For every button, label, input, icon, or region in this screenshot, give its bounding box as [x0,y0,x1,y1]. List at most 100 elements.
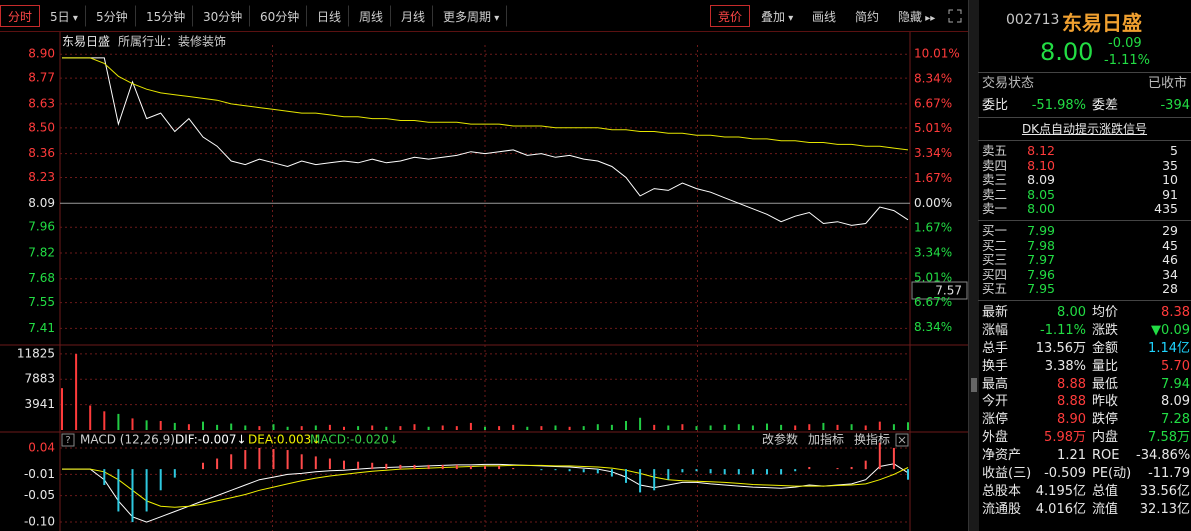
book-row: 卖一 8.00 435 [978,202,1191,217]
stats-row: 最新 8.00 均价 8.38 [978,304,1191,322]
volume-bar [653,424,656,430]
macd-bar [751,469,754,475]
stats: 最新 8.00 均价 8.38 涨幅 -1.11% 涨跌 ▼0.09 总手 13.56万 金额 1.1… [978,301,1191,519]
cursor-box [911,281,968,300]
macd-bar [808,467,811,470]
indicator-tool[interactable]: 加指标 [808,432,844,447]
tab[interactable]: 5日 [42,5,86,27]
legend-entry: DEA:0.003↓ [248,433,321,447]
value: 4.195亿 [1035,483,1086,499]
stats-row: 流通股 4.016亿 流值 32.13亿 [978,501,1191,519]
volume-bar [441,425,444,430]
label: 总值 [1092,483,1119,499]
tab[interactable]: 月线 [393,5,434,27]
tab[interactable]: 5分钟 [88,5,136,27]
tool[interactable]: 竞价 [710,5,751,27]
y-tick-label: 8.90 [28,47,55,61]
tab[interactable]: 日线 [309,5,350,27]
y-tick-label: 8.50 [28,120,55,134]
tab[interactable]: 周线 [351,5,392,27]
book-label: 卖一 [982,201,1008,217]
book-label: 卖五 [982,143,1008,158]
macd-bar [610,469,613,477]
tab[interactable]: 60分钟 [252,5,308,27]
volume-bar [751,425,754,430]
label: 今开 [982,394,1009,410]
volume-bar [836,424,839,430]
tab[interactable]: 更多周期 [435,5,508,27]
volume-bar [328,424,331,430]
stats-row: 最高 8.88 最低 7.94 [978,376,1191,394]
value: 8.00 [1057,304,1086,320]
macd-bar [469,465,472,470]
help-icon[interactable] [61,433,75,447]
macd-bar [230,454,233,470]
macd-bar [455,464,458,470]
macd-bar [216,458,219,470]
stats-row: 总股本 4.195亿 总值 33.56亿 [978,483,1191,501]
book-volume: 35 [1162,157,1178,173]
macd-bar [385,463,388,470]
signal-link[interactable]: DK点自动提示涨跌信号 [978,118,1191,141]
macd-bar [907,469,909,480]
volume-bar [89,405,92,430]
label: 总手 [982,340,1009,356]
volume-bar [343,426,345,430]
book-price: 8.09 [1027,172,1055,188]
y-tick-label: 0.04 [28,440,55,454]
volume-bar [822,422,825,430]
value: -0.509 [1044,465,1086,481]
book-label: 买三 [982,252,1008,268]
label: 委比 [982,98,1009,113]
macd-bar [695,469,698,472]
volume-bar [892,424,895,430]
macd-bar [639,469,642,493]
label: 金额 [1092,340,1119,356]
tool[interactable]: 画线 [812,10,837,24]
scrollbar[interactable] [968,0,979,531]
book-volume: 34 [1162,266,1178,282]
tab[interactable]: 分时 [0,5,41,27]
indicator-tool[interactable]: 改参数 [762,432,798,447]
tool[interactable]: 隐藏 [890,5,943,27]
volume-bar [103,411,106,430]
volume-bar [864,425,867,430]
y-tick-label: 7.68 [28,271,55,285]
value: 8.88 [1057,394,1086,410]
y2-tick-label: 1.67% [914,221,952,235]
quote-header: 002713 东易日盛 8.00 -0.09 -1.11% [978,0,1191,73]
volume-bar [568,426,571,430]
fullscreen-icon[interactable] [948,9,962,23]
book-label: 卖二 [982,186,1008,202]
value: 8.88 [1057,376,1086,392]
macd-bar [328,458,331,470]
close-icon[interactable] [895,433,909,447]
macd-bar [131,469,134,523]
tab[interactable]: 15分钟 [138,5,194,27]
label: 涨停 [982,412,1009,428]
label: 换手 [982,358,1009,374]
volume-bar [512,424,515,430]
macd-bar [653,469,656,491]
value: 1.14亿 [1148,340,1190,356]
book-price: 7.96 [1027,266,1055,282]
volume-bar [639,417,642,430]
indicator-tool[interactable]: 换指标 [854,432,890,447]
book-row: 买一 7.99 29 [978,223,1191,239]
tab[interactable]: 30分钟 [195,5,251,27]
book-row: 买四 7.96 34 [978,266,1191,283]
y-tick-label: 3941 [24,397,55,411]
tool[interactable]: 简约 [855,10,880,24]
macd-bar [568,469,571,472]
y-tick-label: 7.41 [28,321,55,335]
y2-tick-label: 1.67% [914,171,952,185]
scroll-handle[interactable] [971,378,977,392]
volume-bar [850,424,853,430]
macd-bar [202,462,204,470]
macd-bar [540,469,543,471]
y2-tick-label: 0.00% [914,196,952,210]
tool[interactable]: 叠加 [753,5,801,27]
book-row: 买五 7.95 28 [978,282,1191,297]
volume-bar [808,424,811,430]
